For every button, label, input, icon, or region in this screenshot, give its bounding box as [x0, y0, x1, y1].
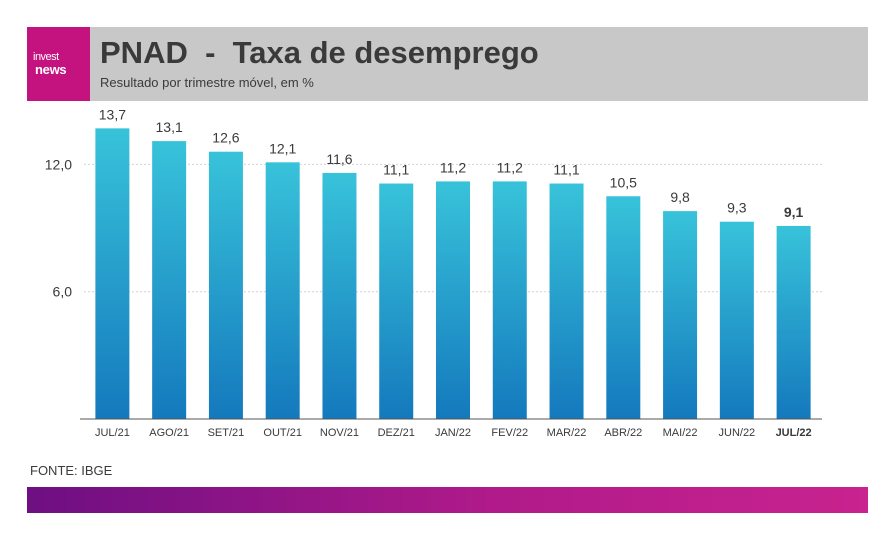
x-tick-label: ABR/22 — [604, 427, 642, 439]
bar-value-label: 9,3 — [727, 200, 747, 216]
bar-value-label: 9,1 — [784, 204, 804, 220]
bar — [152, 141, 187, 420]
bar — [95, 128, 130, 419]
y-tick-labels-group: 6,0 12,0 — [45, 156, 72, 299]
x-tick-label: JAN/22 — [435, 427, 471, 439]
investnews-logo: invest news — [27, 27, 90, 101]
chart-subtitle: Resultado por trimestre móvel, em % — [100, 75, 314, 90]
bar-value-label: 12,6 — [212, 130, 239, 146]
y-tick-label: 6,0 — [53, 284, 73, 300]
bar-value-label: 11,1 — [553, 162, 579, 178]
bar — [776, 225, 811, 419]
x-tick-label: JUL/22 — [776, 427, 812, 439]
bar-value-label: 11,2 — [497, 159, 523, 175]
x-tick-label: SET/21 — [208, 427, 245, 439]
bar — [492, 181, 527, 419]
bar — [265, 162, 300, 420]
x-tick-label: MAI/22 — [663, 427, 698, 439]
value-labels-group: 13,7 13,1 12,6 12,1 11,6 11,1 11,2 11,2 11,1 10,5… — [99, 106, 804, 220]
bar-value-label: 13,1 — [156, 119, 183, 135]
logo-text-invest: invest — [33, 51, 59, 63]
bar — [719, 221, 754, 419]
chart-title: PNAD - Taxa de desemprego — [100, 35, 539, 70]
bar — [208, 151, 243, 419]
x-tick-label: AGO/21 — [149, 427, 189, 439]
bar — [379, 183, 414, 419]
bar — [663, 211, 698, 419]
x-tick-label: DEZ/21 — [378, 427, 415, 439]
bar-value-label: 11,2 — [440, 159, 466, 175]
x-tick-label: NOV/21 — [320, 427, 359, 439]
bar — [322, 172, 357, 419]
bar-value-label: 9,8 — [670, 189, 690, 205]
x-tick-labels-group: JUL/21 AGO/21 SET/21 OUT/21 NOV/21 DEZ/21 JAN/… — [95, 427, 812, 439]
x-tick-label: FEV/22 — [491, 427, 528, 439]
x-tick-label: JUL/21 — [95, 427, 130, 439]
header-banner: invest news PNAD - Taxa de desemprego Re… — [27, 27, 868, 101]
bar — [436, 181, 470, 419]
footer-gradient-bar — [27, 487, 868, 513]
bar — [549, 183, 584, 419]
x-tick-label: JUN/22 — [719, 427, 756, 439]
logo-text-news: news — [35, 62, 67, 77]
bar-value-label: 11,1 — [383, 162, 409, 178]
bar — [606, 196, 641, 419]
source-note: FONTE: IBGE — [30, 463, 113, 478]
x-tick-label: OUT/21 — [263, 427, 302, 439]
bar-value-label: 11,6 — [326, 151, 352, 167]
y-tick-label: 12,0 — [45, 156, 72, 172]
x-tick-label: MAR/22 — [547, 427, 587, 439]
bar-value-label: 12,1 — [269, 140, 296, 156]
bars-group — [95, 128, 811, 420]
bar-value-label: 13,7 — [99, 106, 126, 122]
bar-value-label: 10,5 — [610, 174, 637, 190]
